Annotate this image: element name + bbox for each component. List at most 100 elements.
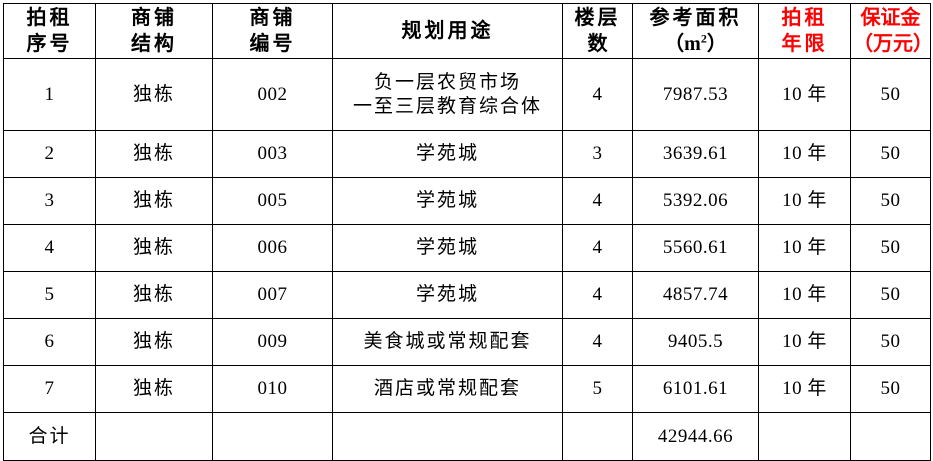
cell-lease-term: 10 年: [758, 58, 851, 131]
cell-planned-use: 学苑城: [332, 271, 563, 319]
header-row: 拍租 序号 商铺 结构 商铺 编号 规划用途 楼层 数: [3, 3, 933, 59]
cell-shop-code: 003: [212, 130, 333, 178]
column-header-lease-term: 拍租 年限: [758, 3, 851, 59]
column-header-shop-structure-line1: 商铺: [131, 7, 177, 29]
cell-reference-area: 5560.61: [632, 224, 759, 272]
cell-shop-structure: 独栋: [95, 224, 213, 272]
cell-shop-structure: 独栋: [95, 271, 213, 319]
cell-auction-seq: 7: [3, 365, 96, 413]
cell-shop-code: 010: [212, 365, 333, 413]
cell-auction-seq: 1: [3, 58, 96, 131]
column-header-lease-term-line2: 年限: [781, 33, 828, 55]
cell-shop-code: 006: [212, 224, 333, 272]
cell-reference-area: 9405.5: [632, 318, 759, 366]
cell-total-shop-code: [212, 412, 333, 461]
cell-auction-seq: 2: [3, 130, 96, 178]
cell-floor-count: 4: [562, 318, 633, 366]
cell-planned-use-line2: 一至三层教育综合体: [352, 95, 542, 117]
cell-deposit: 50: [850, 365, 931, 413]
cell-total-floor-count: [562, 412, 633, 461]
cell-lease-term: 10 年: [758, 224, 851, 272]
cell-total-planned-use: [332, 412, 563, 461]
column-header-shop-code: 商铺 编号: [212, 3, 333, 59]
cell-deposit: 50: [850, 224, 931, 272]
cell-shop-code: 002: [212, 58, 333, 131]
cell-auction-seq: 6: [3, 318, 96, 366]
lease-listing-table: 拍租 序号 商铺 结构 商铺 编号 规划用途 楼层 数: [3, 3, 933, 461]
cell-floor-count: 4: [562, 224, 633, 272]
lease-table-container: 拍租 序号 商铺 结构 商铺 编号 规划用途 楼层 数: [3, 3, 933, 461]
column-header-shop-structure-line2: 结构: [131, 33, 177, 55]
cell-shop-code: 009: [212, 318, 333, 366]
table-row: 3 独栋 005 学苑城 4 5392.06 10 年 50: [3, 177, 931, 225]
cell-planned-use: 负一层农贸市场 一至三层教育综合体: [332, 58, 563, 131]
column-header-planned-use-label: 规划用途: [401, 20, 494, 42]
cell-deposit: 50: [850, 177, 931, 225]
cell-auction-seq: 4: [3, 224, 96, 272]
table-row: 1 独栋 002 负一层农贸市场 一至三层教育综合体 4 7987.53 10 …: [3, 58, 931, 131]
column-header-deposit: 保证金 （万元）: [850, 3, 933, 59]
column-header-auction-seq-line2: 序号: [26, 33, 73, 55]
column-header-reference-area-unit: （m2）: [635, 31, 756, 57]
cell-floor-count: 4: [562, 58, 633, 131]
cell-shop-structure: 独栋: [95, 58, 213, 131]
cell-lease-term: 10 年: [758, 271, 851, 319]
column-header-reference-area: 参考面积 （m2）: [632, 3, 759, 59]
table-body: 1 独栋 002 负一层农贸市场 一至三层教育综合体 4 7987.53 10 …: [3, 58, 931, 461]
cell-shop-code: 005: [212, 177, 333, 225]
column-header-planned-use: 规划用途: [332, 3, 563, 59]
column-header-floor-count-line2: 数: [587, 33, 608, 55]
cell-auction-seq: 5: [3, 271, 96, 319]
cell-deposit: 50: [850, 318, 931, 366]
cell-shop-structure: 独栋: [95, 318, 213, 366]
table-row: 4 独栋 006 学苑城 4 5560.61 10 年 50: [3, 224, 931, 272]
cell-reference-area: 3639.61: [632, 130, 759, 178]
cell-planned-use: 美食城或常规配套: [332, 318, 563, 366]
cell-deposit: 50: [850, 271, 931, 319]
cell-total-deposit: [850, 412, 931, 461]
cell-planned-use: 学苑城: [332, 177, 563, 225]
table-header: 拍租 序号 商铺 结构 商铺 编号 规划用途 楼层 数: [3, 3, 933, 59]
table-row: 5 独栋 007 学苑城 4 4857.74 10 年 50: [3, 271, 931, 319]
cell-auction-seq: 3: [3, 177, 96, 225]
area-unit-superscript: 2: [700, 31, 707, 46]
cell-lease-term: 10 年: [758, 130, 851, 178]
cell-floor-count: 5: [562, 365, 633, 413]
cell-total-label: 合计: [3, 412, 96, 461]
cell-deposit: 50: [850, 58, 931, 131]
column-header-auction-seq: 拍租 序号: [3, 3, 96, 59]
cell-floor-count: 3: [562, 130, 633, 178]
cell-planned-use: 学苑城: [332, 224, 563, 272]
cell-planned-use-line1: 负一层农贸市场: [373, 71, 521, 93]
cell-planned-use: 学苑城: [332, 130, 563, 178]
column-header-floor-count: 楼层 数: [562, 3, 633, 59]
cell-lease-term: 10 年: [758, 365, 851, 413]
column-header-shop-code-line1: 商铺: [249, 7, 296, 29]
column-header-deposit-line2: （万元）: [853, 33, 933, 55]
table-row: 7 独栋 010 酒店或常规配套 5 6101.61 10 年 50: [3, 365, 931, 413]
table-row: 2 独栋 003 学苑城 3 3639.61 10 年 50: [3, 130, 931, 178]
column-header-deposit-line1: 保证金: [860, 7, 921, 29]
column-header-reference-area-line1: 参考面积: [649, 7, 742, 29]
column-header-lease-term-line1: 拍租: [781, 7, 828, 29]
column-header-auction-seq-line1: 拍租: [26, 7, 73, 29]
cell-reference-area: 6101.61: [632, 365, 759, 413]
area-unit-symbol: m: [684, 33, 701, 55]
cell-deposit: 50: [850, 130, 931, 178]
total-row: 合计 42944.66: [3, 412, 931, 461]
column-header-shop-structure: 商铺 结构: [95, 3, 213, 59]
cell-shop-structure: 独栋: [95, 130, 213, 178]
column-header-shop-code-line2: 编号: [249, 33, 296, 55]
cell-floor-count: 4: [562, 177, 633, 225]
cell-reference-area: 7987.53: [632, 58, 759, 131]
cell-reference-area: 4857.74: [632, 271, 759, 319]
cell-shop-code: 007: [212, 271, 333, 319]
cell-total-lease-term: [758, 412, 851, 461]
cell-planned-use: 酒店或常规配套: [332, 365, 563, 413]
cell-shop-structure: 独栋: [95, 365, 213, 413]
cell-shop-structure: 独栋: [95, 177, 213, 225]
column-header-floor-count-line1: 楼层: [574, 7, 621, 29]
area-unit-paren-close: ）: [706, 33, 727, 55]
table-row: 6 独栋 009 美食城或常规配套 4 9405.5 10 年 50: [3, 318, 931, 366]
cell-total-reference-area: 42944.66: [632, 412, 759, 461]
